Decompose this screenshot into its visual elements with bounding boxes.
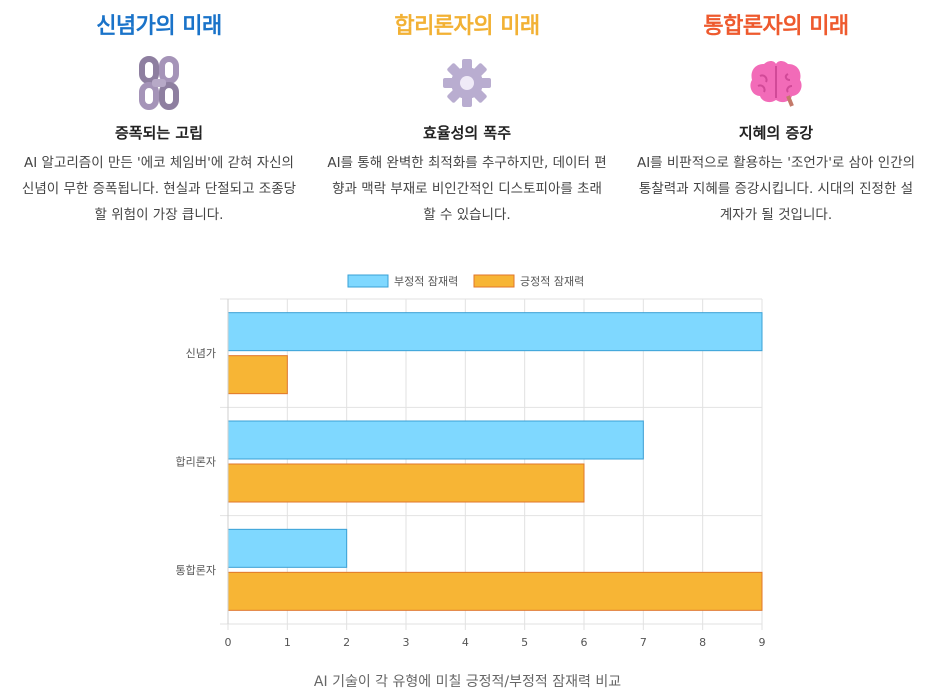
- x-tick-label: 8: [699, 636, 706, 649]
- column-description: AI 알고리즘이 만든 '에코 체임버'에 갇혀 자신의 신념이 무한 증폭됩니…: [21, 155, 297, 223]
- chain-icon: [14, 52, 304, 114]
- bar: [227, 355, 288, 395]
- legend-label: 부정적 잠재력: [394, 275, 458, 288]
- y-tick-label: 통합론자: [176, 564, 216, 577]
- legend-swatch: [473, 274, 515, 288]
- column-title: 합리론자의 미래: [394, 14, 540, 39]
- x-tick-label: 6: [581, 636, 588, 649]
- x-tick-label: 2: [343, 636, 350, 649]
- column-subtitle: 지혜의 증강: [738, 124, 814, 142]
- x-tick-label: 1: [284, 636, 291, 649]
- y-tick-label: 합리론자: [176, 456, 216, 469]
- x-tick-label: 7: [640, 636, 647, 649]
- legend-label: 긍정적 잠재력: [520, 275, 584, 288]
- x-tick-label: 9: [759, 636, 766, 649]
- legend-swatch: [347, 274, 389, 288]
- bar: [227, 420, 644, 460]
- x-tick-label: 0: [225, 636, 232, 649]
- x-tick-label: 4: [462, 636, 469, 649]
- column-description: AI를 통해 완벽한 최적화를 추구하지만, 데이터 편향과 맥락 부재로 비인…: [327, 155, 607, 223]
- column-subtitle: 효율성의 폭주: [422, 124, 512, 142]
- column-title: 통합론자의 미래: [703, 14, 849, 39]
- column-rationalist: 합리론자의 미래 효율성의 폭주 AI를 통해 완벽한 최적화를 추구하지만, …: [322, 0, 612, 228]
- x-tick-label: 3: [403, 636, 410, 649]
- x-tick-label: 5: [521, 636, 528, 649]
- bar: [227, 571, 763, 611]
- gear-icon: [322, 52, 612, 114]
- y-tick-label: 신념가: [186, 347, 216, 360]
- column-integrator: 통합론자의 미래 지혜의 증강 AI를 비판적으로 활용하는 '조언가'로 삼아…: [631, 0, 921, 228]
- brain-icon: [631, 52, 921, 114]
- bar: [227, 312, 763, 352]
- bar: [227, 463, 585, 503]
- column-description: AI를 비판적으로 활용하는 '조언가'로 삼아 인간의 통찰력과 지혜를 증강…: [636, 155, 916, 223]
- column-believer: 신념가의 미래 증폭되는 고립 AI 알고리즘이 만든 '에코 체임버'에 갇혀…: [14, 0, 304, 228]
- chart-caption: AI 기술이 각 유형에 미칠 긍정적/부정적 잠재력 비교: [313, 674, 622, 690]
- bar: [227, 528, 348, 568]
- column-subtitle: 증폭되는 고립: [114, 124, 204, 142]
- column-title: 신념가의 미래: [96, 14, 222, 39]
